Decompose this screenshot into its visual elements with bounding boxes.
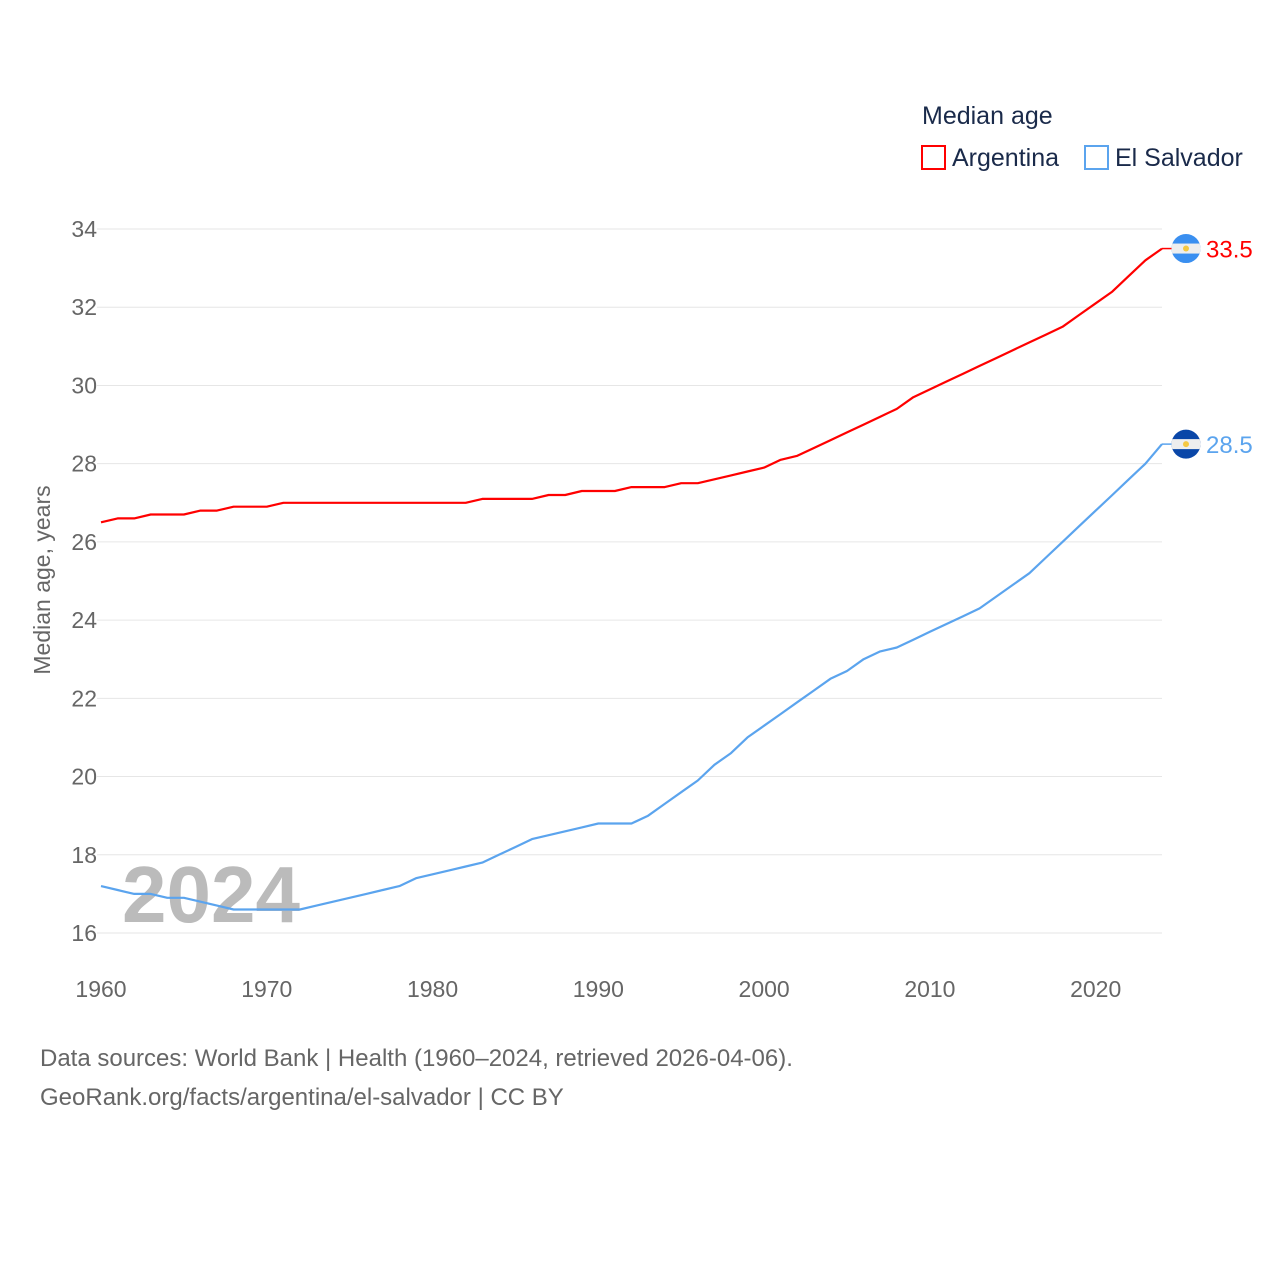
legend-label: El Salvador <box>1115 144 1243 172</box>
data-source-text: Data sources: World Bank | Health (1960–… <box>40 1045 793 1072</box>
y-tick-label: 24 <box>71 607 97 633</box>
x-tick-label: 2000 <box>739 976 790 1002</box>
x-tick-label: 2020 <box>1070 976 1121 1002</box>
y-tick-label: 26 <box>71 529 97 555</box>
series-line-el-salvador <box>100 443 1163 911</box>
attribution-link[interactable]: GeoRank.org/facts/argentina/el-salvador … <box>40 1084 564 1111</box>
y-tick-label: 34 <box>71 216 97 242</box>
y-tick-label: 32 <box>71 294 97 320</box>
y-tick-label: 30 <box>71 372 97 398</box>
x-tick-label: 1980 <box>407 976 458 1002</box>
x-tick-label: 2010 <box>904 976 955 1002</box>
y-tick-label: 28 <box>71 451 97 477</box>
y-tick-label: 18 <box>71 842 97 868</box>
x-tick-label: 1970 <box>241 976 292 1002</box>
x-tick-label: 1960 <box>75 976 126 1002</box>
legend-title: Median age <box>922 102 1053 130</box>
series-line-argentina <box>100 247 1163 524</box>
legend-swatch <box>1084 145 1109 170</box>
y-tick-label: 16 <box>71 920 97 946</box>
end-value-label: 33.5 <box>1206 237 1253 264</box>
y-tick-label: 20 <box>71 764 97 790</box>
legend-label: Argentina <box>952 144 1059 172</box>
argentina-flag-icon <box>1171 234 1201 264</box>
end-value-label: 28.5 <box>1206 432 1253 459</box>
y-tick-label: 22 <box>71 685 97 711</box>
el-salvador-flag-icon <box>1171 429 1201 459</box>
y-axis-label: Median age, years <box>29 485 55 674</box>
x-tick-label: 1990 <box>573 976 624 1002</box>
legend-swatch <box>921 145 946 170</box>
